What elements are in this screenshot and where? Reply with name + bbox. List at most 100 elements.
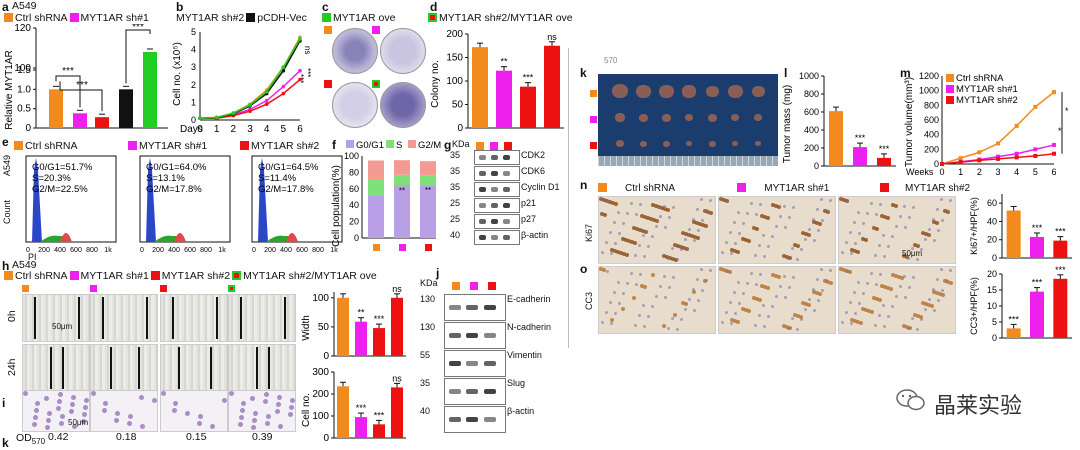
chart-n: Ki67+/HPF(%) 0 20 40 60 *** *** [969, 194, 1072, 263]
significance-label: *** [879, 144, 890, 154]
comparison-bracket [59, 81, 103, 112]
y-tick-label: 5 [191, 27, 196, 37]
blot-strip [444, 378, 506, 405]
data-point [281, 91, 286, 96]
data-point [996, 141, 1000, 146]
g0g1-peak [32, 158, 42, 242]
bar [1053, 278, 1068, 338]
group-marker [425, 244, 432, 251]
tumor-sample [731, 114, 739, 122]
y-tick-label: 0 [25, 123, 31, 134]
stained-cell [139, 395, 144, 400]
x-tick-label: 3 [247, 124, 253, 135]
hematoxylin-nucleus [846, 270, 849, 273]
protein-label: Slug [507, 378, 526, 388]
top-legend-d: MYT1AR sh#2/MYT1AR ove [428, 12, 573, 24]
y-tick-label: 0 [934, 159, 939, 169]
stained-nucleus [796, 244, 800, 248]
stained-nucleus [752, 296, 756, 300]
data-point [1052, 151, 1056, 156]
stained-nucleus [812, 290, 816, 294]
flow-histogram: MYT1AR sh#2 G0/G1=64.5% S=11.4% G2/M=17.8% 0… [236, 140, 344, 258]
stained-nucleus [655, 219, 659, 223]
protein-band [503, 234, 510, 240]
kda-marker: 40 [420, 406, 431, 416]
axis-label-l: Tumor mass (mg) [782, 85, 793, 164]
legend-vec: pCDH-Vec [257, 12, 307, 24]
hematoxylin-nucleus [937, 299, 940, 302]
hematoxylin-nucleus [870, 272, 873, 275]
stained-nucleus [660, 206, 664, 210]
data-point [1052, 90, 1056, 95]
x-tick-label: 800 [86, 247, 98, 254]
tumor-sample [707, 113, 717, 122]
hematoxylin-nucleus [882, 304, 885, 307]
stained-nucleus [651, 203, 655, 207]
data-point [1014, 155, 1019, 160]
stained-nucleus [902, 254, 906, 258]
y-tick-label: 1 [191, 97, 196, 107]
stained-nucleus [733, 319, 737, 323]
wound-image [90, 294, 158, 342]
tumor-sample [635, 84, 651, 98]
significance-label: *** [356, 403, 367, 413]
phase-percentage: S=11.4% [258, 173, 297, 184]
tumor-photo [598, 74, 778, 166]
x-tick-label: 2 [977, 167, 982, 177]
protein-band [449, 332, 461, 338]
stained-cell [47, 411, 52, 416]
hematoxylin-nucleus [609, 301, 612, 304]
hematoxylin-nucleus [858, 302, 861, 305]
protein-label: β-actin [521, 230, 549, 240]
data-point [214, 115, 219, 120]
data-point [996, 156, 1000, 161]
stained-nucleus [630, 240, 634, 244]
wound-edge [102, 297, 104, 339]
stained-cell [102, 408, 107, 413]
panel-letter-n: n [580, 178, 588, 192]
hematoxylin-nucleus [792, 206, 795, 209]
stained-nucleus [938, 292, 942, 296]
stained-nucleus [651, 273, 655, 277]
hematoxylin-nucleus [854, 312, 857, 315]
x-tick-label: 4 [1014, 167, 1019, 177]
stained-nucleus [625, 253, 629, 257]
hematoxylin-nucleus [937, 229, 940, 232]
stained-nucleus [913, 313, 917, 317]
stained-cell [229, 391, 234, 396]
protein-band [483, 360, 496, 366]
protein-label: Vimentin [507, 350, 542, 360]
flow-legend: Ctrl shRNA [14, 140, 78, 152]
wound-image [228, 294, 296, 342]
y-tick-label: 200 [924, 144, 939, 154]
legend-swatch [408, 140, 416, 148]
tumor-sample [732, 141, 738, 147]
tumor-sample [682, 85, 696, 98]
x-tick-label: 400 [54, 247, 66, 254]
bar [337, 386, 349, 438]
g0g1-peak [258, 158, 268, 242]
hematoxylin-nucleus [821, 289, 824, 292]
protein-band [491, 234, 498, 240]
hematoxylin-nucleus [904, 296, 907, 299]
y-tick-label: 1000 [919, 86, 939, 96]
hematoxylin-nucleus [858, 232, 861, 235]
stained-nucleus [603, 213, 607, 217]
stained-nucleus [880, 284, 884, 288]
stained-nucleus [673, 313, 677, 317]
chart-l: Tumor mass (mg) 0 200 400 600 800 1000 *** *** [782, 71, 896, 171]
hematoxylin-nucleus [887, 245, 890, 248]
hematoxylin-nucleus [651, 305, 654, 308]
stained-nucleus [853, 319, 857, 323]
hematoxylin-nucleus [812, 218, 815, 221]
tumor-sample [705, 85, 719, 98]
protein-band [479, 186, 486, 192]
hematoxylin-nucleus [796, 258, 799, 261]
stained-nucleus [638, 228, 642, 232]
axis-label-a: Relative MYT1AR [4, 50, 15, 129]
hematoxylin-nucleus [762, 234, 765, 237]
protein-band [479, 154, 486, 160]
stained-cell [253, 411, 258, 416]
hematoxylin-nucleus [692, 288, 695, 291]
